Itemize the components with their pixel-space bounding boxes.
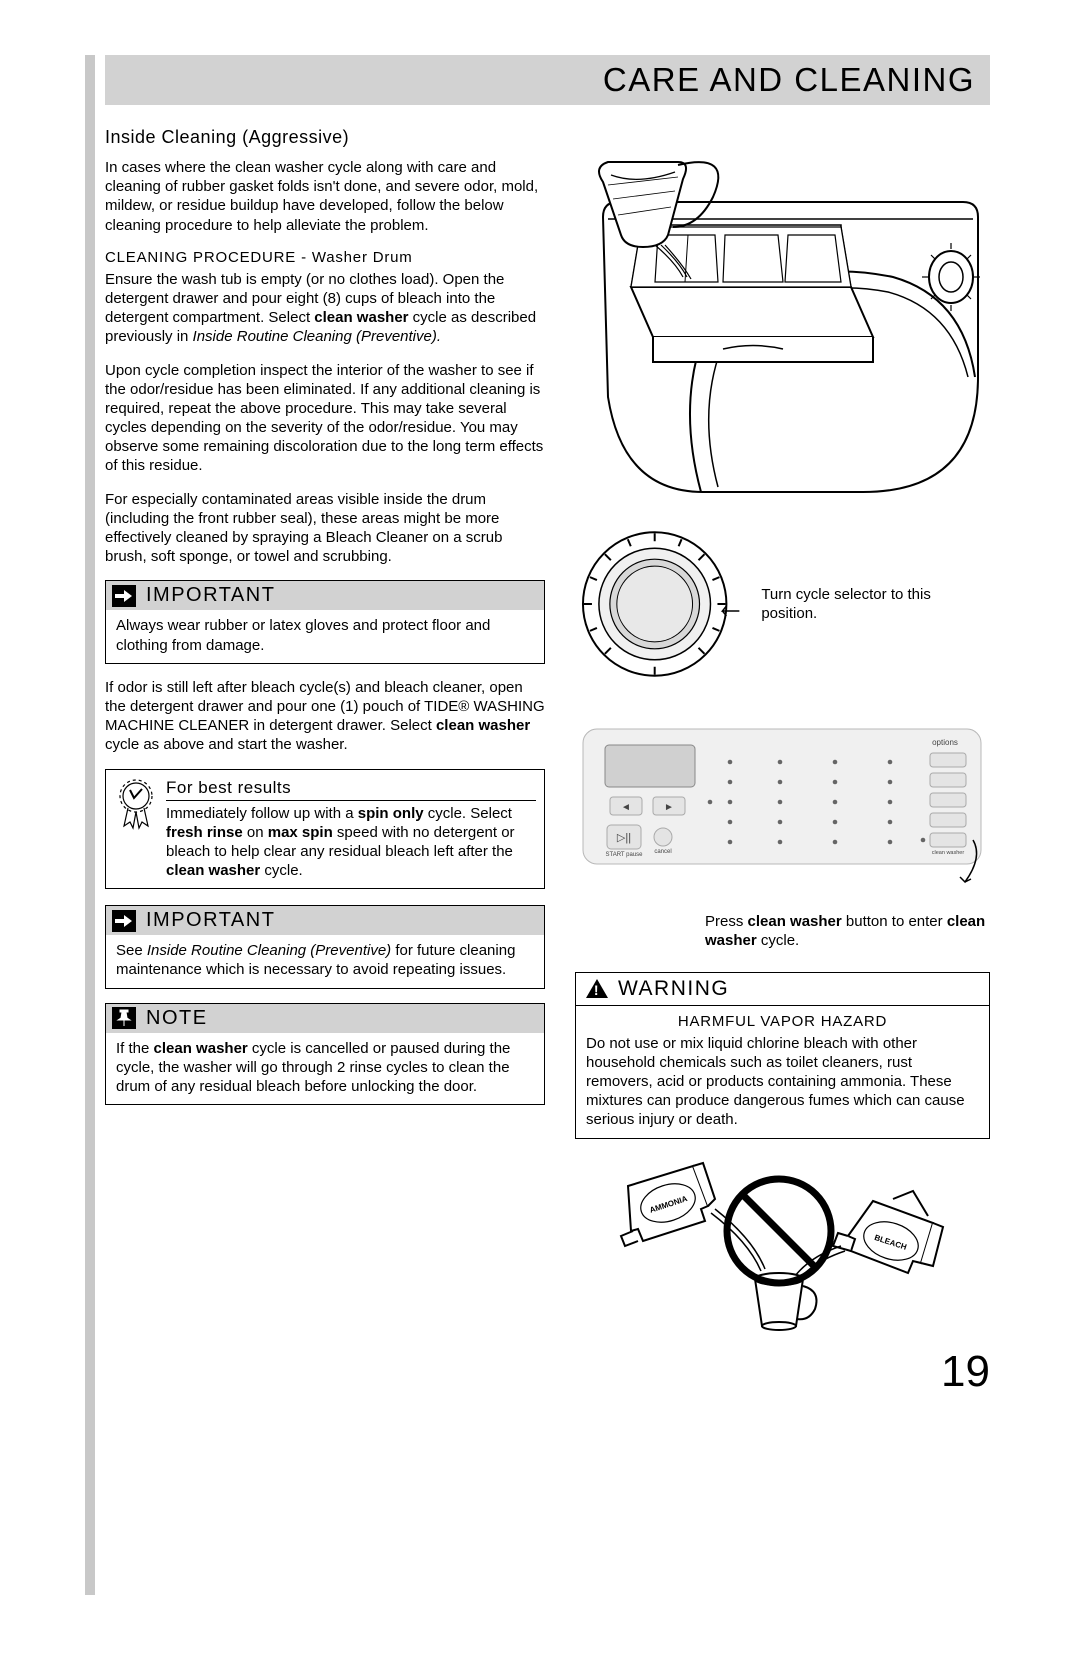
svg-text:!: !: [594, 982, 600, 998]
dial-row: Turn cycle selector to this position.: [575, 519, 990, 689]
proc1-d: Inside Routine Cleaning (Preventive).: [193, 328, 441, 345]
br-b: spin only: [358, 805, 424, 822]
spine-bar: [85, 55, 95, 1595]
procedure-p2: Upon cycle completion inspect the interi…: [105, 361, 545, 476]
important-box-1: IMPORTANT Always wear rubber or latex gl…: [105, 580, 545, 663]
warning-box: ! WARNING HARMFUL VAPOR HAZARD Do not us…: [575, 972, 990, 1138]
drawer-diagram: [575, 127, 990, 497]
br-a: Immediately follow up with a: [166, 805, 358, 822]
header-bar: CARE AND CLEANING: [105, 55, 990, 105]
important-body-1: Always wear rubber or latex gloves and p…: [106, 610, 544, 662]
procedure-p3: For especially contaminated areas visibl…: [105, 490, 545, 567]
panel-caption: Press clean washer button to enter clean…: [705, 912, 990, 950]
important-body-2: See Inside Routine Cleaning (Preventive)…: [106, 935, 544, 987]
imp2-a: See: [116, 942, 147, 959]
important-header-2: IMPORTANT: [106, 906, 544, 935]
panel-wrap: ◄ ► ▷|| START pause cancel options: [575, 717, 990, 950]
important-header-1: IMPORTANT: [106, 581, 544, 610]
page-content: CARE AND CLEANING Inside Cleaning (Aggre…: [105, 55, 990, 1341]
options-label: options: [932, 738, 958, 747]
note-label: NOTE: [146, 1007, 208, 1030]
cancel-label: cancel: [654, 849, 671, 855]
page-number: 19: [941, 1347, 990, 1397]
chemicals-diagram: AMMONIA BLEACH: [575, 1151, 990, 1341]
section-title: Inside Cleaning (Aggressive): [105, 127, 545, 148]
br-h: clean washer: [166, 862, 260, 879]
warning-header: ! WARNING: [576, 973, 989, 1006]
ribbon-icon: [114, 778, 158, 881]
note-body: If the clean washer cycle is cancelled o…: [106, 1033, 544, 1105]
warning-body: HARMFUL VAPOR HAZARD Do not use or mix l…: [576, 1006, 989, 1137]
arrow-icon: [112, 585, 136, 607]
br-i: cycle.: [260, 862, 303, 879]
br-f: max spin: [268, 824, 333, 841]
control-panel-diagram: ◄ ► ▷|| START pause cancel options: [575, 717, 990, 897]
pc-e: cycle.: [757, 932, 800, 949]
right-column: Turn cycle selector to this position. ◄ …: [575, 127, 990, 1341]
warning-triangle-icon: !: [584, 977, 610, 1001]
dial-diagram: [575, 519, 749, 689]
important-label-1: IMPORTANT: [146, 584, 275, 607]
procedure-p1: Ensure the wash tub is empty (or no clot…: [105, 270, 545, 347]
svg-text:▷||: ▷||: [617, 832, 631, 844]
pin-icon: [112, 1007, 136, 1029]
svg-text:►: ►: [664, 802, 674, 813]
pc-b: clean washer: [748, 913, 842, 930]
best-results-text: Immediately follow up with a spin only c…: [166, 804, 536, 881]
start-pause-label: START pause: [605, 852, 643, 858]
br-e: on: [243, 824, 268, 841]
pc-a: Press: [705, 913, 748, 930]
arrow-icon: [112, 910, 136, 932]
best-results-box: For best results Immediately follow up w…: [105, 769, 545, 890]
pc-c: button to enter: [842, 913, 947, 930]
imp2-b: Inside Routine Cleaning (Preventive): [147, 942, 391, 959]
important-label-2: IMPORTANT: [146, 909, 275, 932]
dial-caption: Turn cycle selector to this position.: [761, 585, 990, 623]
br-d: fresh rinse: [166, 824, 243, 841]
tide-c: cycle as above and start the washer.: [105, 736, 348, 753]
note-b: clean washer: [154, 1040, 248, 1057]
best-results-content: For best results Immediately follow up w…: [166, 778, 536, 881]
proc1-b: clean washer: [314, 309, 408, 326]
note-box: NOTE If the clean washer cycle is cancel…: [105, 1003, 545, 1106]
tide-paragraph: If odor is still left after bleach cycle…: [105, 678, 545, 755]
left-column: Inside Cleaning (Aggressive) In cases wh…: [105, 127, 545, 1341]
procedure-heading: CLEANING PROCEDURE - Washer Drum: [105, 249, 545, 266]
two-columns: Inside Cleaning (Aggressive) In cases wh…: [105, 127, 990, 1341]
header-title: CARE AND CLEANING: [603, 61, 975, 99]
note-header: NOTE: [106, 1004, 544, 1033]
br-c: cycle. Select: [424, 805, 512, 822]
warning-text: Do not use or mix liquid chlorine bleach…: [586, 1034, 979, 1130]
important-box-2: IMPORTANT See Inside Routine Cleaning (P…: [105, 905, 545, 988]
tide-b: clean washer: [436, 717, 530, 734]
best-results-title: For best results: [166, 778, 536, 801]
note-a: If the: [116, 1040, 154, 1057]
warning-label: WARNING: [618, 977, 729, 1001]
hazard-title: HARMFUL VAPOR HAZARD: [586, 1012, 979, 1031]
svg-text:◄: ◄: [621, 802, 631, 813]
intro-paragraph: In cases where the clean washer cycle al…: [105, 158, 545, 235]
clean-washer-btn-label: clean washer: [932, 850, 965, 856]
